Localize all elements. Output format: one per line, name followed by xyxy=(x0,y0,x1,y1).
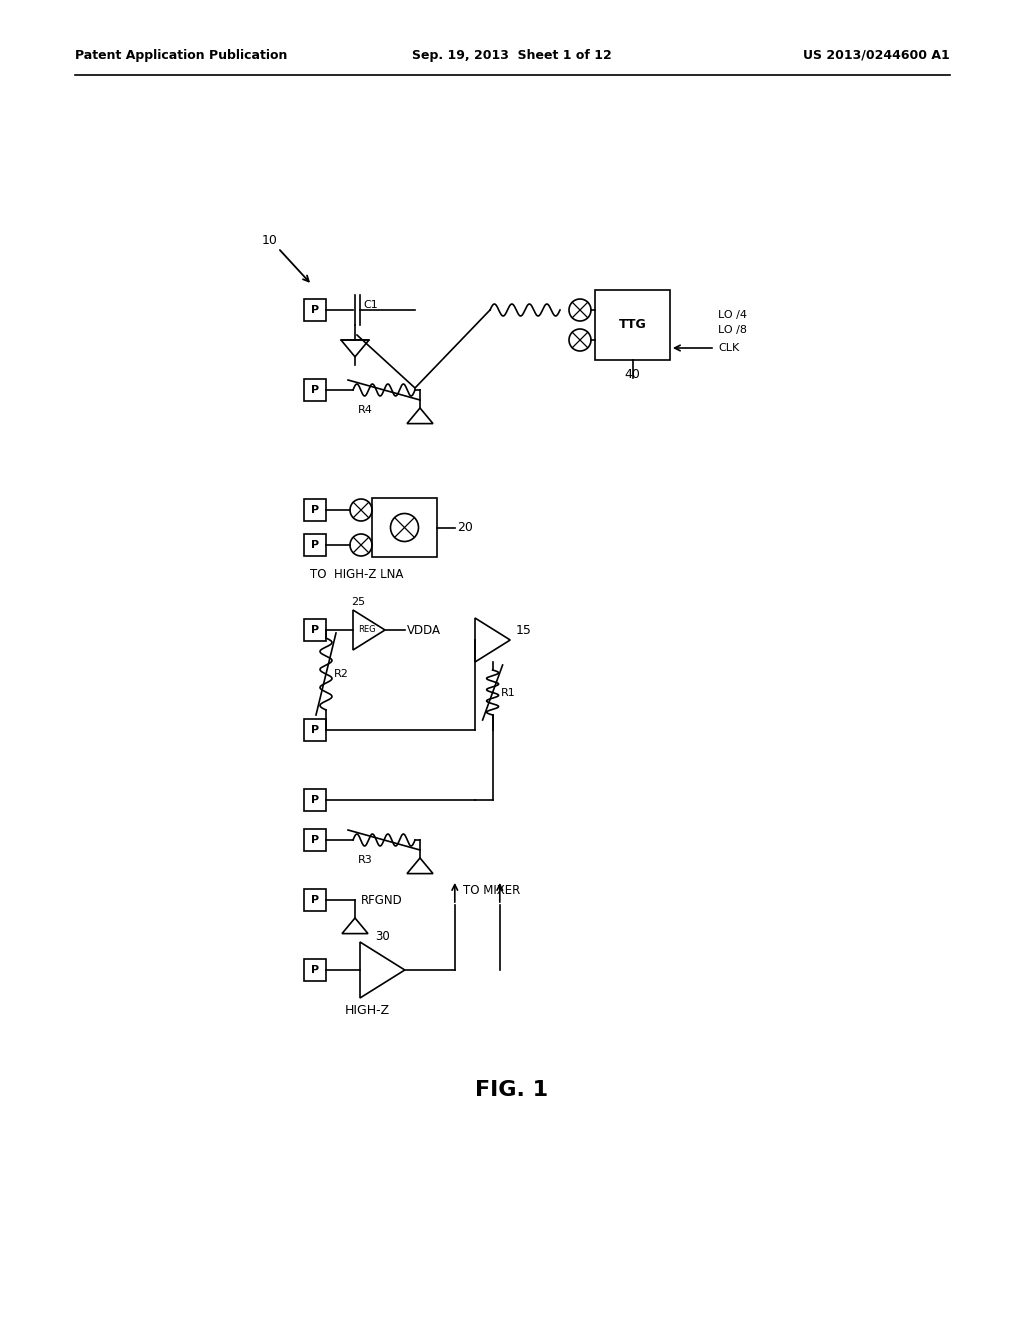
Text: 30: 30 xyxy=(375,931,390,944)
Text: TTG: TTG xyxy=(618,318,646,331)
Bar xyxy=(304,888,326,911)
Text: FIG. 1: FIG. 1 xyxy=(475,1080,549,1100)
Text: R3: R3 xyxy=(358,855,373,865)
Text: HIGH-Z: HIGH-Z xyxy=(345,1003,390,1016)
Text: P: P xyxy=(311,836,319,845)
Bar xyxy=(304,499,326,521)
Text: P: P xyxy=(311,895,319,906)
Text: P: P xyxy=(311,305,319,315)
Bar xyxy=(304,535,326,556)
Text: 10: 10 xyxy=(262,234,278,247)
Text: CLK: CLK xyxy=(718,343,739,352)
Text: P: P xyxy=(311,540,319,550)
Text: P: P xyxy=(311,965,319,975)
Text: P: P xyxy=(311,385,319,395)
Bar xyxy=(304,300,326,321)
Text: TO MIXER: TO MIXER xyxy=(463,883,520,896)
Text: R2: R2 xyxy=(334,669,349,678)
Text: 25: 25 xyxy=(351,597,366,607)
Bar xyxy=(304,789,326,810)
Text: 40: 40 xyxy=(625,368,640,381)
Text: VDDA: VDDA xyxy=(407,623,441,636)
Text: Sep. 19, 2013  Sheet 1 of 12: Sep. 19, 2013 Sheet 1 of 12 xyxy=(412,49,612,62)
Text: LO /4: LO /4 xyxy=(718,310,746,319)
Bar xyxy=(304,829,326,851)
Text: RFGND: RFGND xyxy=(361,894,402,907)
Bar xyxy=(595,290,670,360)
Text: P: P xyxy=(311,624,319,635)
Text: R1: R1 xyxy=(501,688,515,697)
Bar xyxy=(304,619,326,642)
Text: P: P xyxy=(311,725,319,735)
Bar xyxy=(304,960,326,981)
Text: P: P xyxy=(311,795,319,805)
Bar xyxy=(372,498,437,557)
Text: 20: 20 xyxy=(457,521,473,535)
Text: 15: 15 xyxy=(515,623,531,636)
Text: REG: REG xyxy=(358,626,376,635)
Text: R4: R4 xyxy=(358,405,373,414)
Text: TO  HIGH-Z LNA: TO HIGH-Z LNA xyxy=(310,569,403,582)
Text: LO /8: LO /8 xyxy=(718,325,746,335)
Text: C1: C1 xyxy=(362,300,378,310)
Bar xyxy=(304,719,326,741)
Text: P: P xyxy=(311,506,319,515)
Text: Patent Application Publication: Patent Application Publication xyxy=(75,49,288,62)
Text: US 2013/0244600 A1: US 2013/0244600 A1 xyxy=(803,49,950,62)
Bar xyxy=(304,379,326,401)
